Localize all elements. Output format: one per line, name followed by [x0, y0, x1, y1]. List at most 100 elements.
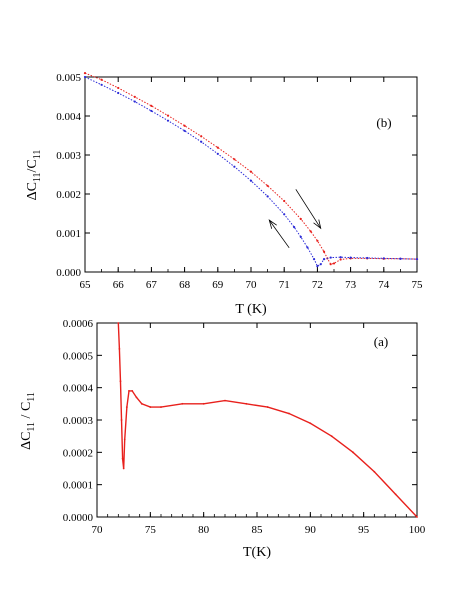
panel-b-series-2-point — [312, 258, 316, 261]
panel-a-x-tick-label: 90 — [305, 524, 317, 536]
panel-b-arrow-up — [268, 219, 290, 249]
panel-b-chart: 65 66 67 68 69 70 71 72 73 74 75 0.0000.0010.0020.… — [25, 72, 423, 317]
panel-b-arrow-head — [313, 219, 322, 230]
panel-a-series-1-point — [118, 347, 121, 350]
panel-a-y-label-main: ΔC — [19, 432, 34, 450]
panel-a-x-ticks: 70 75 80 85 90 95 100 — [92, 323, 426, 536]
panel-b-series-1-point — [200, 135, 203, 138]
panel-b-series-1-point — [309, 230, 312, 233]
panel-b-series-2-point — [299, 235, 302, 238]
panel-b-series-2-point — [166, 119, 170, 122]
panel-a-series-1-point — [266, 406, 269, 408]
panel-a-series-1-point — [122, 467, 125, 470]
panel-b-series-2-line — [84, 76, 418, 267]
panel-b-series-2-point — [150, 109, 153, 113]
panel-a-series-1-point — [181, 402, 184, 405]
panel-b-series-2-point — [133, 100, 136, 103]
panel-b-series-1-point — [166, 114, 170, 117]
panel-b-y-label-main: ΔC — [25, 182, 40, 200]
panel-a-series-1-line — [117, 322, 418, 518]
panel-a-series-1-point — [160, 406, 162, 408]
panel-b-tag: (b) — [376, 115, 391, 130]
panel-a-y-tick-label: 0.0001 — [63, 480, 93, 492]
panel-b-series-2-point — [283, 213, 286, 216]
panel-b-series-2-point — [233, 165, 236, 168]
panel-b-y-tick-label: 0.001 — [56, 228, 81, 240]
panel-b-y-ticks: 0.000 0.001 0.002 0.003 0.004 0.005 — [56, 72, 417, 279]
panel-b-series-1-point — [299, 217, 302, 221]
panel-b-series-1-point — [249, 170, 253, 173]
panel-a-series-1-point — [330, 435, 333, 438]
panel-b-y-label-mid: /C — [25, 159, 40, 172]
panel-a-series-1-point — [131, 390, 134, 392]
panel-a-x-tick-label: 85 — [252, 524, 264, 536]
panel-b-arrows — [268, 189, 322, 249]
panel-b-y-label-sub1: 11 — [32, 172, 43, 182]
panel-a-series-1-point — [416, 516, 418, 518]
panel-a-x-tick-label: 100 — [409, 524, 426, 536]
panel-a-series-1-point — [119, 380, 122, 383]
panel-b-series-2-point — [366, 256, 369, 260]
panel-b-x-tick-label: 75 — [412, 279, 424, 291]
panel-a-series-1-point — [117, 322, 120, 324]
panel-b-series-1-point — [133, 95, 136, 98]
panel-a-y-axis-label: ΔC11 / C11 — [19, 392, 37, 450]
panel-a-series-1-point — [123, 438, 126, 441]
panel-b-x-tick-label: 67 — [146, 279, 158, 291]
panel-b-y-tick-label: 0.005 — [56, 72, 81, 84]
panel-b-series-2-point — [316, 265, 319, 268]
panel-a-y-tick-label: 0.0003 — [63, 415, 94, 427]
panel-a-series-1-point — [245, 402, 248, 405]
panel-b-series-1-point — [183, 124, 186, 127]
panel-b-series-1-point — [283, 199, 286, 203]
panel-b-arrow-shaft — [268, 219, 290, 249]
panel-a-series-1-point — [224, 399, 226, 402]
panel-b-y-axis-label: ΔC11/C11 — [25, 150, 43, 201]
panel-b-series-1-point — [322, 250, 326, 253]
panel-b-y-label-sub2: 11 — [32, 150, 43, 160]
panel-a-x-tick-label: 95 — [358, 524, 370, 536]
panel-b-series-2-point — [322, 258, 326, 261]
panel-b-series-1-point — [339, 258, 342, 261]
panel-a-x-axis-label: T(K) — [243, 545, 271, 560]
panel-b-series-2-point — [183, 129, 186, 132]
panel-a-x-tick-label: 80 — [198, 524, 210, 536]
panel-a-y-tick-label: 0.0002 — [63, 447, 93, 459]
panel-b-series-2-point — [349, 256, 352, 259]
panel-a-series-1-point — [140, 402, 143, 405]
panel-a-y-label-sub1: 11 — [26, 422, 37, 432]
panel-b-series — [83, 72, 419, 268]
panel-a-series-1-point — [125, 406, 128, 408]
panel-b-y-tick-label: 0.004 — [56, 111, 81, 123]
panel-a-y-tick-label: 0.0006 — [63, 318, 94, 330]
panel-b-x-tick-label: 73 — [345, 279, 357, 291]
panel-a-chart: 70 75 80 85 90 95 100 0.0000 0.0001 0.0002 0.0003… — [19, 318, 426, 560]
panel-b-y-tick-label: 0.002 — [56, 189, 81, 201]
panel-b-x-tick-label: 66 — [113, 279, 125, 291]
panel-b-x-tick-label: 72 — [312, 279, 323, 291]
panel-a-y-tick-label: 0.0004 — [63, 383, 94, 395]
panel-b-series-2-point — [329, 256, 332, 259]
panel-b-series-2-point — [319, 263, 322, 266]
panel-a-y-tick-label: 0.0000 — [63, 512, 94, 524]
panel-b-x-tick-label: 68 — [179, 279, 191, 291]
panel-b-series-1-point — [316, 239, 319, 242]
panel-b-x-tick-label: 70 — [246, 279, 258, 291]
panel-a-series-1-point — [394, 493, 397, 496]
panel-b-series-1-point — [83, 72, 87, 75]
panel-a-frame — [96, 322, 418, 518]
panel-b-series-1-point — [150, 104, 153, 107]
panel-b-x-tick-label: 69 — [212, 279, 224, 291]
panel-b-series-2-point — [306, 246, 309, 249]
panel-b-series-2-point — [266, 195, 269, 198]
panel-a-x-tick-label: 70 — [92, 524, 104, 536]
panel-b-series-2-point — [382, 257, 385, 260]
panel-a-series-1-point — [120, 419, 123, 421]
panel-b-series-2-point — [83, 75, 87, 79]
panel-a-series-1-point — [309, 422, 312, 425]
panel-b-series-1-point — [233, 158, 236, 161]
panel-b-frame — [84, 76, 418, 273]
panel-b-arrow-head — [268, 219, 277, 229]
panel-b-x-tick-label: 65 — [80, 279, 92, 291]
